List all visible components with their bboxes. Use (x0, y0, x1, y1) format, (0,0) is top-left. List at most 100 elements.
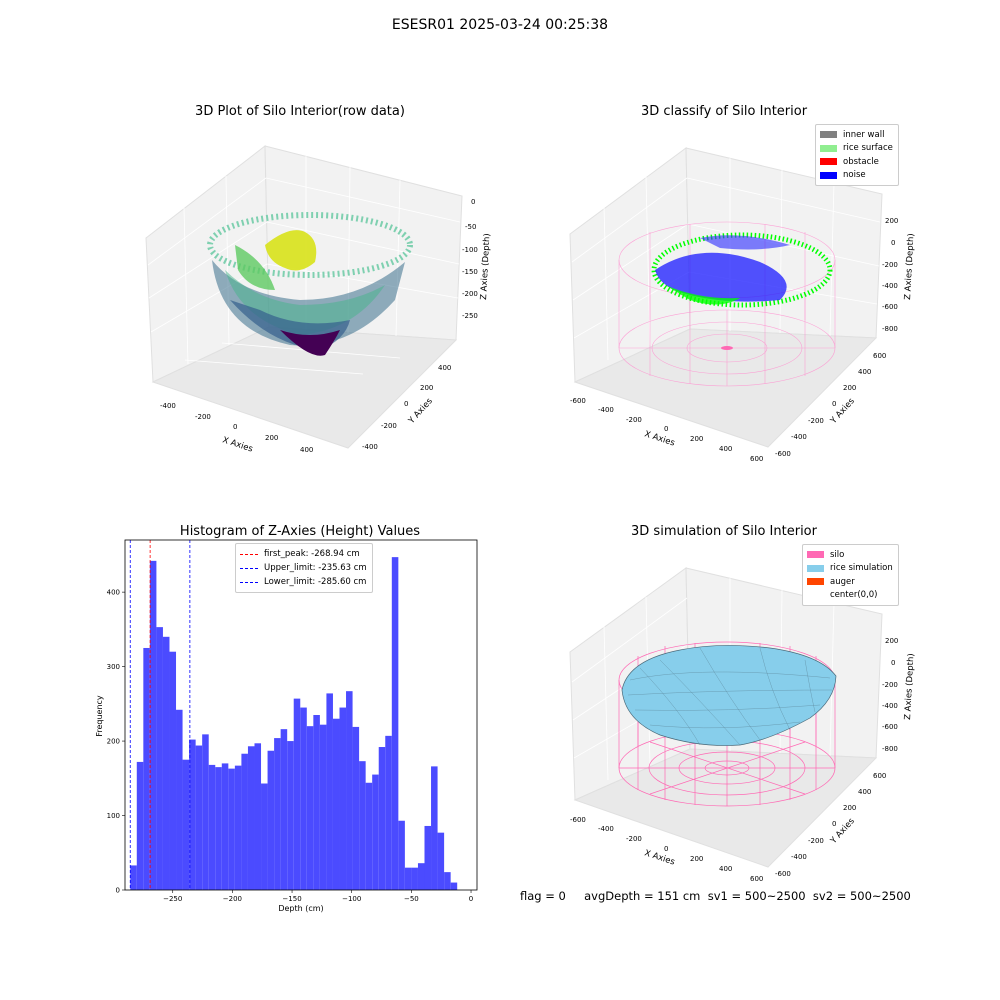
raw-x-tick-3: 200 (265, 434, 278, 442)
sim-z-tick-1: 0 (891, 659, 895, 667)
legend-label: Lower_limit: -285.60 cm (264, 577, 367, 587)
simulation-3d-plot: -600 -400 -200 0 200 400 600 X Axies 600… (569, 567, 916, 883)
legend-label: rice simulation (830, 563, 893, 574)
classify-x-axis-label: X Axies (643, 429, 676, 448)
legend-label: center(0,0) (830, 590, 878, 601)
classify-z-tick-1: 0 (891, 239, 895, 247)
x-tick-label: −50 (404, 895, 419, 903)
sim-z-tick-0: 200 (885, 637, 898, 645)
histogram-bar (437, 832, 445, 890)
classify-x-tick-3: 0 (664, 425, 668, 433)
histogram-bar (287, 741, 294, 890)
sim-x-tick-5: 400 (719, 865, 732, 873)
legend-swatch (820, 158, 837, 166)
legend-label: auger (830, 576, 855, 587)
raw-y-tick-0: 400 (438, 364, 451, 372)
simulation-legend: silo rice simulation auger center(0,0) (802, 544, 899, 606)
legend-label: noise (843, 170, 866, 181)
classify-y-tick-6: -600 (775, 450, 791, 458)
histogram-bar (365, 782, 373, 890)
histogram-bar (241, 753, 248, 890)
classify-point-cloud (651, 232, 833, 350)
classify-3d-tick-labels: -600 -400 -200 0 200 400 600 X Axies 600… (570, 217, 916, 463)
histogram-y-ticks: 0 100 200 300 400 (107, 589, 125, 895)
histogram-bar (195, 745, 203, 890)
histogram-bar (404, 867, 412, 890)
sim-z-tick-4: -600 (882, 723, 898, 731)
histogram-bar (346, 691, 353, 890)
classify-y-tick-2: 200 (843, 384, 856, 392)
raw-y-tick-2: 0 (404, 400, 408, 408)
histogram-bar (313, 715, 320, 890)
legend-label: obstacle (843, 156, 879, 167)
status-footer: flag = 0 avgDepth = 151 cm sv1 = 500~250… (520, 889, 911, 903)
histogram-x-ticks: −250 −200 −150 −100 −50 0 (163, 890, 473, 903)
histogram-bar (444, 872, 451, 890)
histogram-bar (215, 767, 222, 890)
classify-x-tick-0: -600 (570, 397, 586, 405)
classify-x-tick-2: -200 (626, 416, 642, 424)
sim-x-tick-6: 600 (750, 875, 763, 883)
sim-x-tick-2: -200 (626, 835, 642, 843)
histogram-bar (162, 636, 170, 890)
classify-z-tick-5: -800 (882, 325, 898, 333)
classify-3d-plot: -600 -400 -200 0 200 400 600 X Axies 600… (569, 147, 916, 463)
classify-x-tick-5: 400 (719, 445, 732, 453)
histogram-bar (156, 627, 163, 890)
raw-3d-scatter (207, 212, 413, 356)
histogram-bar (417, 863, 425, 890)
legend-swatch (820, 131, 837, 139)
histogram-bar (228, 768, 235, 890)
histogram-bar (372, 774, 379, 890)
legend-item-noise: noise (820, 169, 893, 183)
classify-x-tick-4: 200 (690, 435, 703, 443)
legend-swatch (820, 144, 837, 152)
x-tick-label: −250 (163, 895, 182, 903)
histogram-bar (332, 718, 340, 890)
histogram-bar (300, 707, 307, 890)
raw-x-axis-label: X Axies (221, 435, 254, 454)
legend-swatch (807, 591, 824, 599)
legend-label: silo (830, 549, 845, 560)
histogram-bar (247, 746, 255, 890)
legend-item-center: center(0,0) (807, 589, 893, 603)
y-tick-label: 400 (107, 589, 120, 597)
sim-x-tick-4: 200 (690, 855, 703, 863)
classify-plot-title: 3D classify of Silo Interior (640, 104, 808, 119)
sim-x-tick-1: -400 (598, 825, 614, 833)
legend-item-silo: silo (807, 548, 893, 562)
histogram-bar (339, 707, 347, 890)
histogram-bar (208, 764, 216, 890)
raw-y-tick-1: 200 (420, 384, 433, 392)
histogram-bar (326, 693, 333, 890)
sim-y-tick-5: -400 (791, 853, 807, 861)
legend-item-first-peak: first_peak: -268.94 cm (240, 547, 367, 561)
classify-y-tick-1: 400 (858, 368, 871, 376)
raw-y-tick-3: -200 (381, 422, 397, 430)
classify-z-tick-0: 200 (885, 217, 898, 225)
classify-z-axis-label: Z Axies (Depth) (903, 233, 916, 300)
y-tick-label: 300 (107, 663, 120, 671)
legend-item-auger: auger (807, 575, 893, 589)
legend-item-upper-limit: Upper_limit: -235.63 cm (240, 561, 367, 575)
histogram-bar (280, 729, 288, 890)
sim-x-tick-0: -600 (570, 816, 586, 824)
histogram-reference-lines (129, 540, 191, 890)
raw-z-tick-2: -100 (462, 246, 478, 254)
histogram-bar (391, 557, 399, 890)
sim-y-tick-4: -200 (808, 837, 824, 845)
histogram-plot: −250 −200 −150 −100 −50 0 0 100 200 300 400 Depth… (95, 539, 478, 913)
legend-item-rice-surface: rice surface (820, 142, 893, 156)
raw-3d-plot: -400 -200 0 200 400 X Axies 400 200 0 -2… (145, 144, 492, 455)
classify-y-tick-4: -200 (808, 417, 824, 425)
classify-y-tick-3: 0 (832, 400, 836, 408)
histogram-bar (169, 651, 177, 890)
histogram-bar (176, 709, 183, 890)
histogram-bar (254, 743, 262, 890)
classify-z-tick-2: -200 (882, 261, 898, 269)
simulation-plot-title: 3D simulation of Silo Interior (631, 524, 817, 539)
histogram-bar (267, 750, 275, 890)
histogram-bar (411, 867, 418, 890)
legend-item-rice-simulation: rice simulation (807, 562, 893, 576)
legend-line (240, 581, 258, 583)
